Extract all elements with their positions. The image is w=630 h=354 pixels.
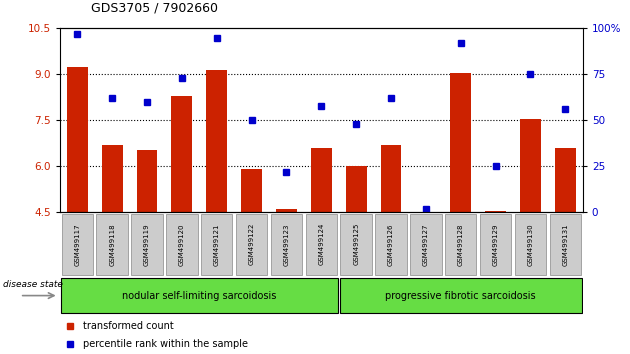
- Text: GSM499122: GSM499122: [249, 223, 255, 266]
- Bar: [485, 211, 506, 212]
- Bar: [62, 214, 93, 275]
- Bar: [276, 209, 297, 212]
- Text: GSM499131: GSM499131: [563, 223, 568, 266]
- Bar: [271, 214, 302, 275]
- Bar: [131, 214, 163, 275]
- Bar: [381, 145, 401, 212]
- Text: GSM499128: GSM499128: [458, 223, 464, 266]
- Bar: [306, 214, 337, 275]
- Text: GSM499125: GSM499125: [353, 223, 359, 266]
- Text: GSM499118: GSM499118: [109, 223, 115, 266]
- Bar: [445, 214, 476, 275]
- Bar: [101, 145, 123, 212]
- Bar: [549, 214, 581, 275]
- Bar: [520, 119, 541, 212]
- Text: percentile rank within the sample: percentile rank within the sample: [83, 339, 248, 349]
- Bar: [340, 214, 372, 275]
- Bar: [236, 214, 267, 275]
- Text: GSM499123: GSM499123: [284, 223, 289, 266]
- Text: GSM499124: GSM499124: [318, 223, 324, 266]
- Bar: [346, 166, 367, 212]
- Text: progressive fibrotic sarcoidosis: progressive fibrotic sarcoidosis: [386, 291, 536, 301]
- Text: GSM499121: GSM499121: [214, 223, 220, 266]
- Bar: [171, 96, 192, 212]
- Text: GSM499117: GSM499117: [74, 223, 80, 266]
- Text: GSM499119: GSM499119: [144, 223, 150, 266]
- Text: GSM499126: GSM499126: [388, 223, 394, 266]
- Bar: [137, 149, 158, 212]
- Bar: [60, 278, 338, 313]
- Text: GSM499120: GSM499120: [179, 223, 185, 266]
- Bar: [166, 214, 198, 275]
- Text: GSM499127: GSM499127: [423, 223, 429, 266]
- Bar: [96, 214, 128, 275]
- Text: disease state: disease state: [3, 280, 63, 290]
- Bar: [375, 214, 407, 275]
- Text: GDS3705 / 7902660: GDS3705 / 7902660: [91, 1, 219, 14]
- Text: nodular self-limiting sarcoidosis: nodular self-limiting sarcoidosis: [122, 291, 277, 301]
- Text: GSM499130: GSM499130: [527, 223, 534, 266]
- Bar: [410, 214, 442, 275]
- Bar: [480, 214, 512, 275]
- Bar: [206, 70, 227, 212]
- Bar: [340, 278, 582, 313]
- Bar: [450, 73, 471, 212]
- Bar: [515, 214, 546, 275]
- Text: transformed count: transformed count: [83, 321, 174, 331]
- Text: GSM499129: GSM499129: [493, 223, 498, 266]
- Bar: [311, 148, 332, 212]
- Bar: [241, 169, 262, 212]
- Bar: [201, 214, 232, 275]
- Bar: [555, 148, 576, 212]
- Bar: [67, 67, 88, 212]
